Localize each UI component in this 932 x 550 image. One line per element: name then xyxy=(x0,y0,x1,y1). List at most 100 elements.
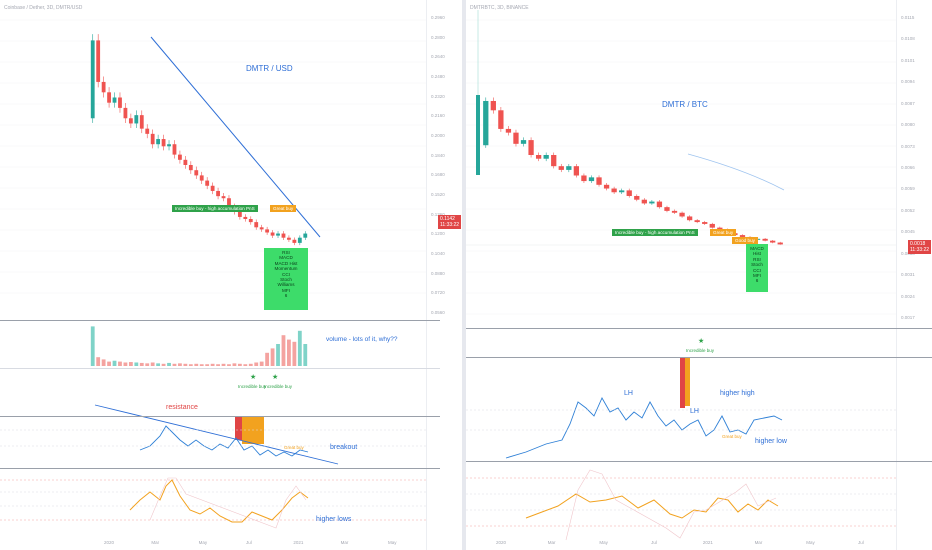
right-chart-canvas[interactable] xyxy=(466,0,932,550)
right-time-tick: Mar xyxy=(754,540,763,545)
left-volume-bar xyxy=(172,363,177,366)
left-candle xyxy=(243,216,248,219)
left-star-2-label: Incredible buy xyxy=(264,384,293,389)
left-volume-bar xyxy=(287,339,291,366)
left-price-tick: 0.2320 xyxy=(431,93,445,99)
right-candle xyxy=(513,132,519,144)
left-time-tick: 2021 xyxy=(293,540,304,545)
left-great-buy-small: Great buy xyxy=(284,445,304,450)
left-candle xyxy=(172,144,177,155)
left-signal-item: Momentum xyxy=(274,266,298,272)
right-stoch-separator xyxy=(466,461,932,462)
left-candle xyxy=(287,237,291,240)
right-time-tick: Mar xyxy=(547,540,556,545)
left-volume-bar xyxy=(90,326,95,366)
right-candle xyxy=(483,100,489,146)
left-price-tick: 0.1520 xyxy=(431,192,445,197)
left-volume-bar xyxy=(107,361,111,366)
right-signal-item: MACD xyxy=(750,246,764,251)
left-highlight-red xyxy=(235,416,242,440)
left-candle xyxy=(112,97,117,103)
right-candle xyxy=(588,177,595,182)
right-lh-2-label: LH xyxy=(690,408,699,415)
right-chart-panel: DMTRBTC, 3D, BINANCE 0.0115 0.0108 0.0101 0… xyxy=(466,0,932,550)
left-candle xyxy=(183,159,188,165)
left-signal-item: MFI xyxy=(282,287,290,293)
left-candle xyxy=(216,190,220,197)
left-chart-canvas[interactable] xyxy=(0,0,462,550)
left-candle xyxy=(297,237,302,243)
left-candle xyxy=(270,232,275,236)
left-candle xyxy=(128,118,133,124)
left-price-axis[interactable]: 0.2960 0.2800 0.2640 0.2480 0.2320 0.2160 0.20… xyxy=(426,0,462,550)
right-time-tick: May xyxy=(599,540,608,545)
left-volume-bar xyxy=(112,360,117,366)
left-volume-bar xyxy=(199,364,204,366)
right-candle xyxy=(634,195,640,200)
right-price-tick: 0.0024 xyxy=(901,293,915,299)
left-candle xyxy=(227,198,231,207)
left-price-tick: 0.0880 xyxy=(431,270,445,276)
left-volume-bar xyxy=(270,348,275,366)
left-price-tick: 0.1680 xyxy=(431,172,445,178)
right-candle xyxy=(603,184,610,189)
left-candle xyxy=(96,40,101,82)
left-volume-bar xyxy=(243,364,248,366)
right-candle xyxy=(679,212,685,217)
right-last-price: 0.0018 xyxy=(910,241,926,247)
left-candle xyxy=(237,211,242,217)
right-incredible-buy-callout: Incredible buy - high accumulation PnS xyxy=(612,229,698,236)
right-signal-item: CCI xyxy=(753,267,761,273)
right-candle xyxy=(671,210,678,213)
left-volume-bar xyxy=(254,362,259,366)
left-stoch-signal-line xyxy=(149,477,307,529)
right-price-tick: 0.0031 xyxy=(901,272,915,278)
right-signal-item: Hist xyxy=(753,251,761,257)
left-candle xyxy=(259,227,264,230)
left-candle xyxy=(276,233,280,236)
right-signal-item: MFI xyxy=(753,273,761,279)
left-great-buy-callout: Great buy xyxy=(270,205,297,212)
right-rsi-line xyxy=(505,397,783,459)
left-volume-bar xyxy=(161,363,166,366)
right-price-tick: 0.0073 xyxy=(901,143,915,149)
right-candle xyxy=(641,199,647,204)
left-time-tick: Mar xyxy=(340,540,349,545)
right-price-axis[interactable]: 0.0115 0.0108 0.0101 0.0094 0.0087 0.0080 0.00… xyxy=(896,0,932,550)
right-candle xyxy=(535,155,542,159)
right-candle xyxy=(656,201,663,208)
left-volume-bar xyxy=(221,363,226,366)
left-volume-bar xyxy=(227,364,231,366)
right-price-tick: 0.0101 xyxy=(901,57,915,63)
right-price-tick: 0.0038 xyxy=(901,251,915,256)
left-volume-bar xyxy=(123,362,128,366)
right-higher-low-label: higher low xyxy=(755,438,787,445)
right-last-price-tag: 0.0018 11:33:22 xyxy=(908,240,932,254)
right-time-tick: Jul xyxy=(858,540,864,545)
left-candle xyxy=(178,154,182,160)
left-candle xyxy=(118,97,122,108)
left-volume-bar xyxy=(297,330,302,366)
right-rsi-top-line xyxy=(466,357,932,358)
right-candle xyxy=(611,188,617,193)
left-price-tick: 0.2480 xyxy=(431,74,445,79)
left-volume-bar xyxy=(167,362,171,366)
left-signal-item: CCI xyxy=(282,271,290,277)
right-candle xyxy=(490,100,496,111)
left-signal-list: RSI MACD MACD Hist Momentum CCI Stoch Williams… xyxy=(264,248,308,310)
left-chart-header: Coinbase / Dether, 3D, DMTR/USD xyxy=(4,5,83,11)
right-candle xyxy=(739,235,746,237)
left-price-tick: 0.1840 xyxy=(431,152,445,158)
right-candle xyxy=(505,128,512,133)
left-time-tick: 2020 xyxy=(104,540,115,545)
right-signal-item: RSI xyxy=(753,256,761,262)
left-candle xyxy=(145,128,150,134)
left-candle xyxy=(205,180,210,186)
left-volume-bar xyxy=(96,357,101,366)
left-candle xyxy=(123,107,128,119)
left-candle xyxy=(221,196,226,199)
panel-divider[interactable] xyxy=(462,0,466,550)
left-volume-bar xyxy=(259,361,264,366)
left-candle xyxy=(199,175,204,181)
right-indicator-separator xyxy=(466,328,932,329)
